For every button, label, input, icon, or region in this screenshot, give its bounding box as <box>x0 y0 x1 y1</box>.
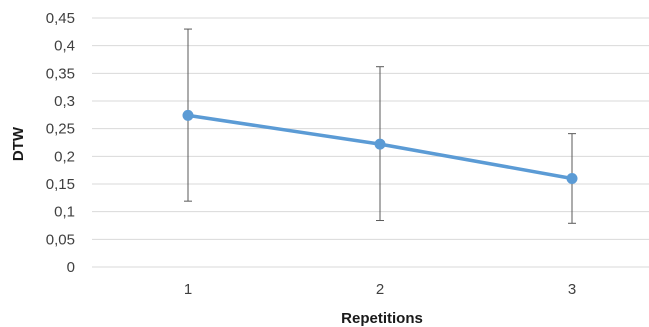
data-point <box>374 138 386 150</box>
error-bars <box>184 28 576 224</box>
x-axis-tick-labels: 1 2 3 <box>184 281 576 298</box>
x-tick-label: 1 <box>184 281 192 298</box>
y-tick-label: 0,4 <box>54 38 75 55</box>
y-tick-label: 0,05 <box>46 231 75 248</box>
y-tick-label: 0,45 <box>46 10 75 27</box>
y-tick-label: 0,1 <box>54 204 75 221</box>
y-tick-label: 0,25 <box>46 121 75 138</box>
y-axis-tick-labels: 0 0,05 0,1 0,15 0,2 0,25 0,3 0,35 0,4 0,45 <box>46 10 75 276</box>
y-tick-label: 0,2 <box>54 148 75 165</box>
x-tick-label: 2 <box>376 281 384 298</box>
y-axis-title: DTW <box>10 126 27 161</box>
x-axis-title: Repetitions <box>341 310 423 327</box>
data-series <box>182 109 578 184</box>
y-tick-label: 0,35 <box>46 65 75 82</box>
y-tick-label: 0 <box>67 259 75 276</box>
y-tick-label: 0,15 <box>46 176 75 193</box>
data-point <box>182 109 194 121</box>
y-tick-label: 0,3 <box>54 93 75 110</box>
data-point <box>566 172 578 184</box>
x-tick-label: 3 <box>568 281 576 298</box>
